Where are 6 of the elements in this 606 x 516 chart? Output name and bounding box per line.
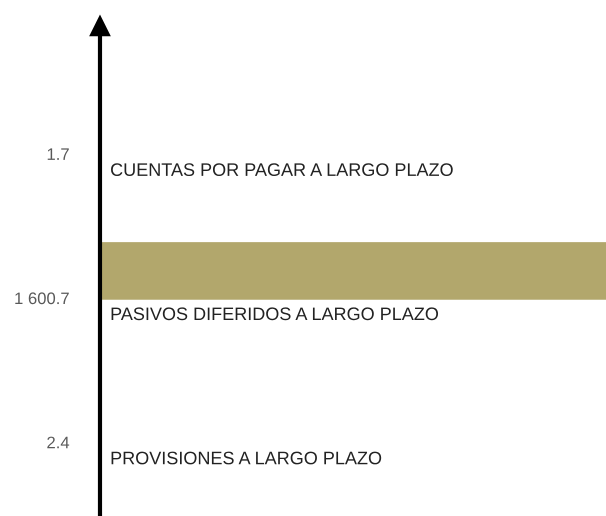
y-tick-label: PROVISIONES A LARGO PLAZO bbox=[112, 452, 382, 464]
y-tick-label: CUENTAS POR PAGAR A LARGO PLAZO bbox=[111, 163, 453, 176]
data-label: 1.7 bbox=[48, 148, 69, 160]
data-label: 2.4 bbox=[47, 436, 70, 448]
data-label: 1 600.7 bbox=[15, 292, 69, 304]
y-tick-label: PASIVOS DIFERIDOS A LARGO PLAZO bbox=[112, 307, 438, 320]
